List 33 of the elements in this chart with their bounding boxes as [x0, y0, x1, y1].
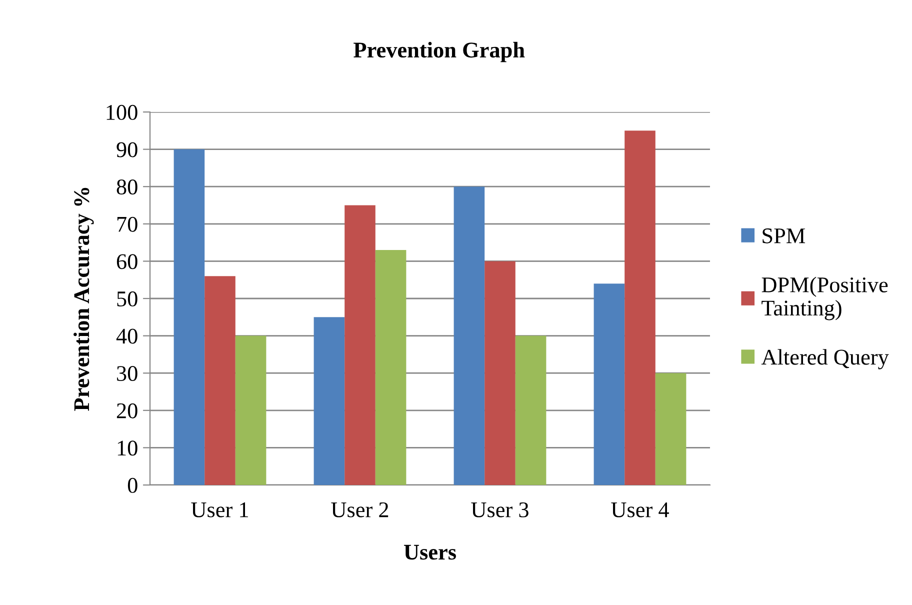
bar [515, 336, 546, 485]
y-tick-label: 70 [117, 216, 138, 232]
y-tick-label: 40 [116, 328, 138, 344]
x-tick-label: User 4 [611, 502, 669, 518]
x-tick-label: User 3 [471, 502, 528, 518]
legend-label: DPM(Positive Tainting) [762, 276, 888, 320]
bar [314, 317, 345, 485]
bar [174, 149, 205, 485]
y-axis-title: Prevention Accuracy % [74, 188, 94, 411]
x-tick-label: User 1 [191, 502, 248, 518]
bar [484, 261, 516, 485]
x-tick-label: User 2 [331, 502, 388, 518]
y-tick-label: 80 [116, 180, 138, 195]
x-axis-title: Users [404, 544, 456, 560]
bar [655, 373, 686, 485]
bar [454, 186, 485, 485]
y-tick-label: 100 [106, 104, 138, 120]
y-tick-label: 90 [116, 142, 138, 158]
bar [594, 284, 625, 485]
bar [204, 276, 236, 485]
chart-title: Prevention Graph [354, 42, 525, 62]
legend-label: Altered Query [761, 349, 889, 370]
y-tick-label: 60 [116, 254, 138, 270]
y-tick-label: 50 [117, 291, 138, 306]
legend-label: SPM [762, 228, 806, 244]
y-tick-label: 20 [116, 403, 138, 418]
y-tick-label: 0 [128, 478, 138, 493]
bar [344, 205, 376, 485]
bar [235, 336, 266, 485]
bar [624, 130, 656, 485]
y-tick-label: 30 [117, 366, 138, 382]
y-tick-label: 10 [118, 440, 138, 456]
bar [375, 250, 406, 485]
